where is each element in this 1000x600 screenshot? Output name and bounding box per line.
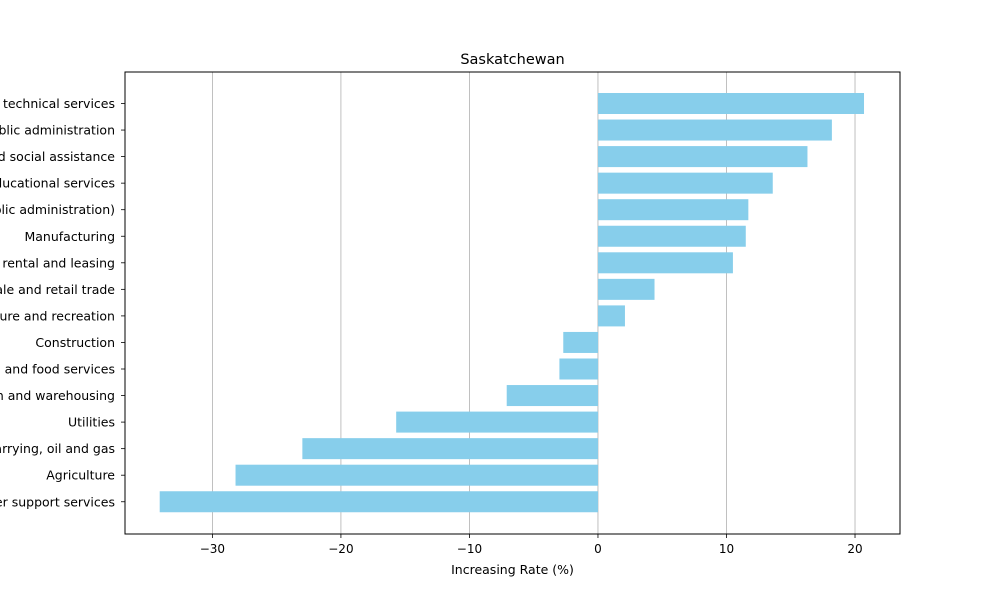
- bar: [597, 225, 746, 247]
- y-tick-label: Utilities: [68, 415, 115, 430]
- y-tick-label: Accommodation and food services: [0, 362, 115, 377]
- bars: [159, 93, 865, 513]
- x-tick-label: −20: [328, 542, 353, 556]
- x-tick-label: 0: [594, 542, 602, 556]
- x-tick-label: 20: [847, 542, 862, 556]
- chart-title: Saskatchewan: [460, 52, 564, 68]
- bar: [597, 252, 733, 274]
- x-axis-label: Increasing Rate (%): [451, 562, 574, 577]
- bar: [159, 491, 598, 513]
- y-tick-label: Agriculture: [46, 468, 115, 483]
- bar: [302, 438, 598, 460]
- y-tick-label: Transportation and warehousing: [0, 388, 115, 403]
- y-tick-label: Manufacturing: [24, 229, 115, 244]
- bar: [597, 278, 655, 300]
- y-tick-label: Forestry, fishing, mining, quarrying, oi…: [0, 441, 115, 456]
- y-tick-label: Educational services: [0, 176, 115, 191]
- bar: [597, 172, 773, 194]
- x-tick-label: −10: [457, 542, 482, 556]
- bar: [235, 464, 598, 486]
- bar: [597, 305, 625, 327]
- bar: [597, 146, 808, 168]
- y-axis: Professional, scientific and technical s…: [0, 96, 125, 509]
- y-tick-label: Wholesale and retail trade: [0, 282, 115, 297]
- bar: [559, 358, 598, 380]
- y-tick-label: Public administration: [0, 123, 115, 138]
- x-tick-label: 10: [719, 542, 734, 556]
- y-tick-label: Health care and social assistance: [0, 149, 115, 164]
- bar: [396, 411, 598, 433]
- y-tick-label: Professional, scientific and technical s…: [0, 96, 115, 111]
- y-tick-label: Business, building and other support ser…: [0, 494, 115, 509]
- bar: [597, 119, 832, 141]
- y-tick-label: Other services (except public administra…: [0, 202, 115, 217]
- y-tick-label: Information, culture and recreation: [0, 308, 115, 323]
- x-axis: −30 −20 −10 0 10 20: [200, 534, 863, 556]
- bar: [506, 385, 598, 407]
- bar: [597, 93, 865, 114]
- bar: [597, 199, 749, 221]
- y-tick-label: Construction: [35, 335, 115, 350]
- x-tick-label: −30: [200, 542, 225, 556]
- plot-frame: [124, 71, 901, 535]
- bar: [563, 331, 598, 353]
- y-tick-label: Finance, insurance, real estate, rental …: [0, 255, 115, 270]
